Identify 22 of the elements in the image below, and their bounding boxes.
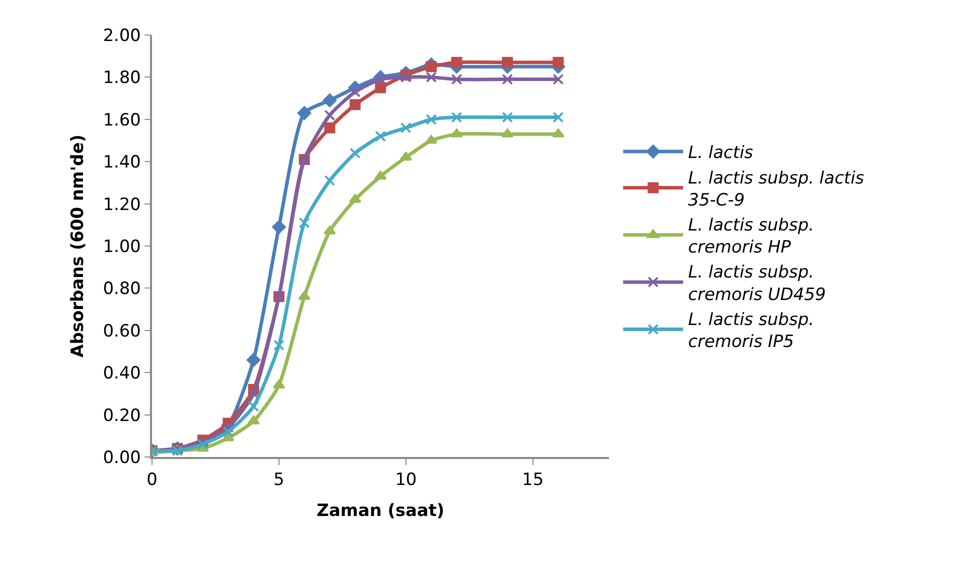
x-axis-title: Zaman (saat) bbox=[316, 501, 444, 522]
y-axis-title: Absorbans (600 nm'de) bbox=[68, 134, 88, 358]
legend-label: L. lactis subsp. cremoris HP bbox=[688, 215, 814, 258]
x-tick-label: 0 bbox=[146, 470, 158, 490]
y-tick-label: 0.80 bbox=[102, 279, 141, 300]
y-tick-label: 1.80 bbox=[102, 68, 141, 88]
x-tick-label: 5 bbox=[274, 470, 284, 490]
legend-label: L. lactis subsp. cremoris UD459 bbox=[688, 262, 826, 305]
x-tick-label: 10 bbox=[395, 470, 417, 490]
y-tick-label: 0.40 bbox=[102, 364, 141, 384]
legend-label: L. lactis subsp. cremoris IP5 bbox=[688, 310, 814, 352]
y-tick-label: 1.60 bbox=[102, 110, 141, 130]
y-tick-label: 0.20 bbox=[102, 406, 141, 426]
y-tick-label: 2.00 bbox=[102, 26, 141, 46]
y-tick-label: 1.00 bbox=[102, 236, 141, 257]
y-tick-label: 0.00 bbox=[102, 448, 141, 468]
y-tick-label: 0.60 bbox=[102, 321, 141, 342]
legend-label: L. lactis bbox=[688, 143, 754, 164]
y-tick-label: 1.40 bbox=[102, 152, 141, 173]
legend-label: L. lactis subsp. lactis 35-C-9 bbox=[688, 168, 864, 210]
y-tick-label: 1.20 bbox=[102, 194, 141, 215]
x-tick-label: 15 bbox=[522, 470, 544, 490]
